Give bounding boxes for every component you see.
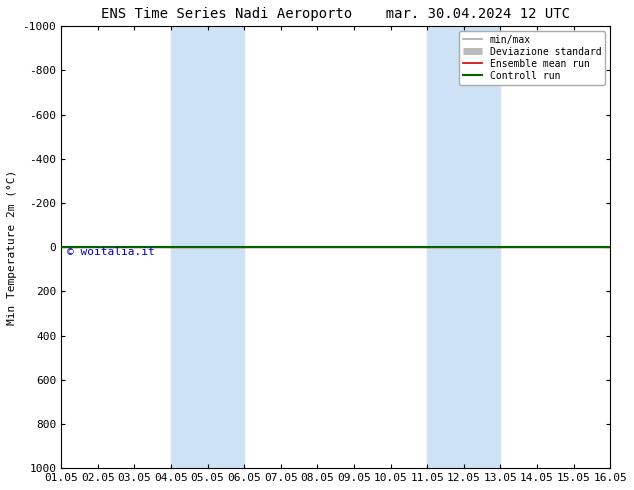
Bar <box>427 26 500 468</box>
Title: ENS Time Series Nadi Aeroporto    mar. 30.04.2024 12 UTC: ENS Time Series Nadi Aeroporto mar. 30.0… <box>101 7 570 21</box>
Legend: min/max, Deviazione standard, Ensemble mean run, Controll run: min/max, Deviazione standard, Ensemble m… <box>458 31 605 85</box>
Text: © woitalia.it: © woitalia.it <box>67 247 154 257</box>
Bar <box>171 26 244 468</box>
Y-axis label: Min Temperature 2m (°C): Min Temperature 2m (°C) <box>7 170 17 325</box>
